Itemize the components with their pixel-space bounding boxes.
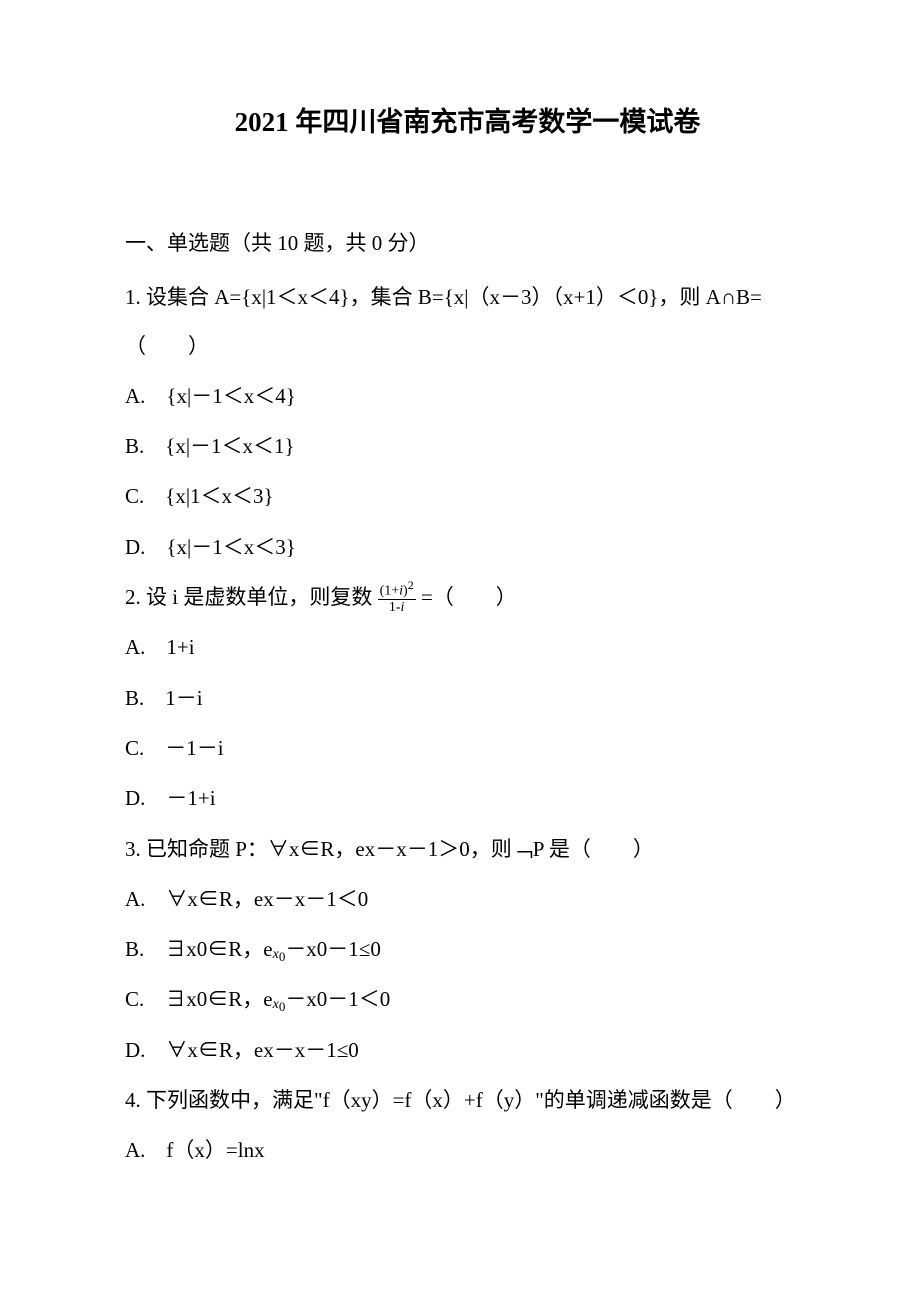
q3-optA: A. ∀x∈R，ex－x－1＜0	[125, 875, 810, 923]
q2-frac-den: 1-i	[378, 600, 416, 615]
q2-frac-num: (1+i)2	[378, 579, 416, 600]
q3-optB: B. ∃x0∈R，ex0－x0－1≤0	[125, 925, 810, 973]
q1-text: 1. 设集合 A={x|1＜x＜4}，集合 B={x|（x－3）（x+1）＜0}…	[125, 273, 810, 370]
q1-optA: A. {x|－1＜x＜4}	[125, 372, 810, 420]
q3-optD: D. ∀x∈R，ex－x－1≤0	[125, 1026, 810, 1074]
q1-optC: C. {x|1＜x＜3}	[125, 472, 810, 520]
page-title: 2021 年四川省南充市高考数学一模试卷	[125, 100, 810, 139]
q2-optD: D. －1+i	[125, 774, 810, 822]
q3-text: 3. 已知命题 P：∀x∈R，ex－x－1＞0，则﹁P 是（ ）	[125, 825, 810, 873]
q2-optC: C. －1－i	[125, 724, 810, 772]
q2-prefix: 2. 设 i 是虚数单位，则复数	[125, 585, 372, 609]
q4-text: 4. 下列函数中，满足"f（xy）=f（x）+f（y）"的单调递减函数是（ ）	[125, 1076, 810, 1124]
q2-fraction: (1+i)2 1-i	[378, 579, 416, 615]
q2-text: 2. 设 i 是虚数单位，则复数 (1+i)2 1-i =（ ）	[125, 573, 810, 621]
section-header: 一、单选题（共 10 题，共 0 分）	[125, 219, 810, 267]
q2-optB: B. 1－i	[125, 674, 810, 722]
q2-suffix: =（ ）	[421, 585, 517, 609]
q1-optB: B. {x|－1＜x＜1}	[125, 422, 810, 470]
q1-optD: D. {x|－1＜x＜3}	[125, 523, 810, 571]
q2-optA: A. 1+i	[125, 623, 810, 671]
page-container: 2021 年四川省南充市高考数学一模试卷 一、单选题（共 10 题，共 0 分）…	[0, 0, 920, 1237]
q3-optC: C. ∃x0∈R，ex0－x0－1＜0	[125, 975, 810, 1023]
q4-optA: A. f（x）=lnx	[125, 1126, 810, 1174]
